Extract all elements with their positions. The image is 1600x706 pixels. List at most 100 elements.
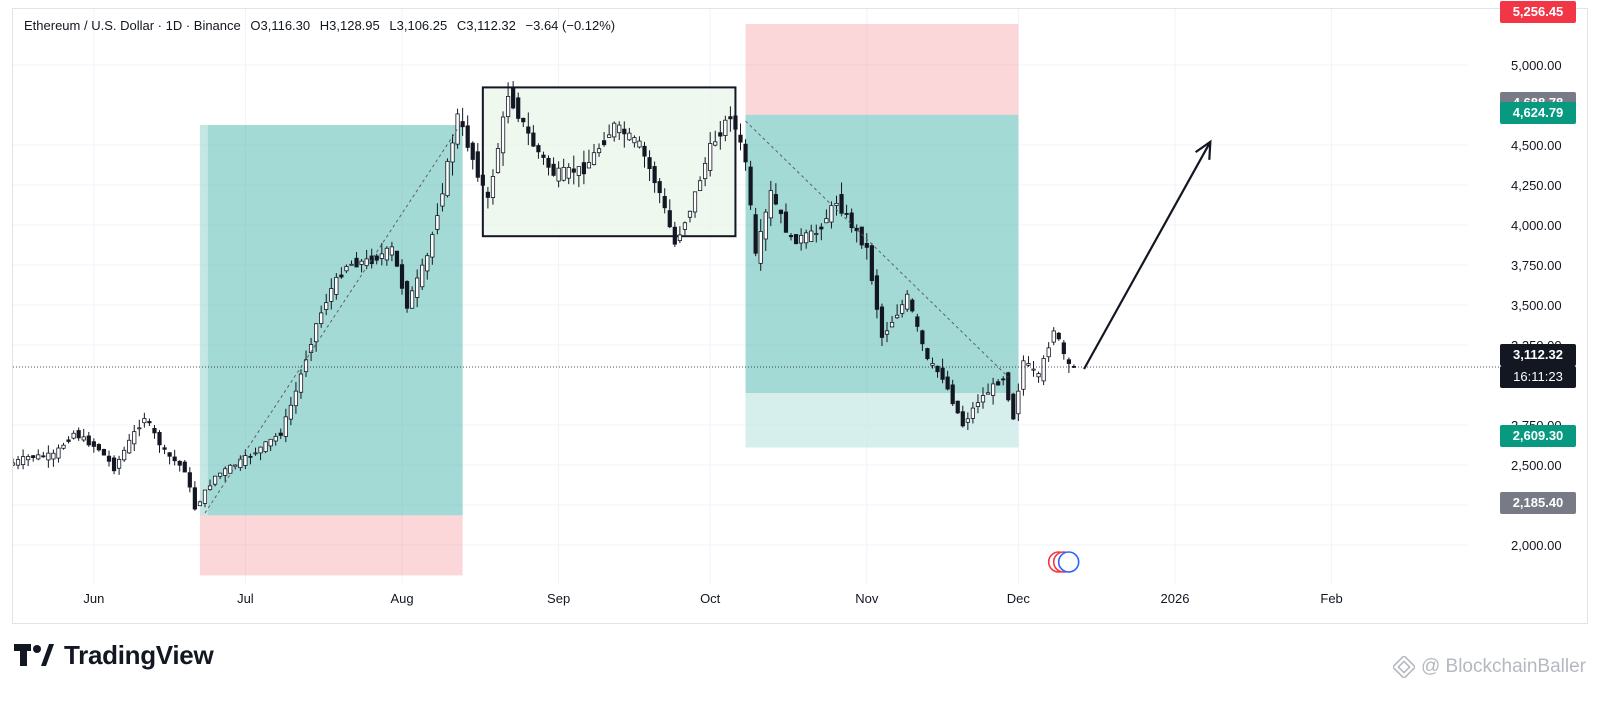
candle-down — [369, 255, 374, 265]
candle-up — [723, 119, 728, 136]
candle-up — [596, 148, 602, 154]
candle-up — [298, 373, 304, 393]
candle-up — [415, 277, 420, 298]
candle-down — [778, 209, 784, 215]
zone-short-stop — [745, 23, 1019, 115]
candle-up — [677, 234, 682, 241]
candle-up — [142, 418, 147, 424]
candle-up — [51, 452, 56, 460]
candle-down — [404, 281, 410, 309]
candle-down — [278, 432, 283, 436]
candle-up — [834, 202, 839, 206]
candle-up — [561, 166, 566, 181]
candle-up — [500, 116, 506, 154]
y-tick-label: 2,500.00 — [1511, 458, 1562, 473]
x-tick-label: Jun — [83, 591, 104, 606]
candle-down — [66, 439, 71, 442]
candle-up — [889, 322, 895, 328]
candle-down — [536, 145, 541, 153]
candle-down — [733, 115, 738, 130]
candle-up — [81, 436, 86, 441]
candle-up — [1016, 390, 1021, 415]
candle-down — [485, 191, 490, 198]
candle-up — [1036, 373, 1041, 378]
candle-down — [187, 472, 192, 488]
legend-open: O3,116.30 — [250, 18, 311, 33]
candle-up — [1041, 358, 1046, 382]
price-chart[interactable]: 2,000.002,250.002,500.002,750.003,250.00… — [13, 9, 1589, 625]
candle-down — [1011, 393, 1016, 420]
candle-up — [985, 392, 991, 395]
candle-down — [601, 140, 607, 146]
candle-down — [743, 143, 748, 163]
candle-up — [763, 211, 768, 240]
candle-up — [288, 404, 293, 420]
countdown-label: 16:11:23 — [1500, 366, 1576, 389]
candle-up — [223, 468, 228, 476]
candle-down — [647, 157, 652, 170]
projection-arrow-head — [1194, 139, 1212, 160]
candle-up — [202, 489, 208, 504]
candle-up — [682, 222, 688, 230]
candle-down — [106, 455, 112, 462]
candle-down — [541, 154, 546, 158]
candle-down — [152, 428, 157, 434]
candle-down — [869, 245, 874, 281]
candle-up — [273, 435, 278, 442]
candle-down — [940, 367, 945, 380]
candle-up — [263, 441, 268, 452]
candle-down — [738, 134, 743, 143]
candle-down — [546, 157, 551, 168]
candle-up — [283, 416, 288, 437]
legend-high: H3,128.95 — [319, 18, 380, 33]
candle-down — [475, 151, 480, 178]
candle-up — [627, 132, 632, 141]
candle-down — [960, 411, 965, 427]
tradingview-logo[interactable]: TradingView — [14, 640, 214, 670]
candle-up — [425, 255, 430, 272]
candle-up — [970, 407, 975, 419]
candle-down — [915, 316, 920, 327]
y-tick-label: 4,000.00 — [1511, 218, 1562, 233]
y-tick-label: 3,500.00 — [1511, 298, 1562, 313]
candle-up — [900, 304, 905, 314]
candle-up — [1026, 363, 1031, 366]
candle-up — [293, 390, 299, 407]
candle-up — [329, 288, 334, 302]
candle-up — [440, 193, 445, 207]
projection-arrow-line — [1083, 141, 1212, 370]
candle-up — [809, 230, 814, 242]
candle-up — [430, 234, 435, 258]
candle-down — [41, 455, 46, 458]
candle-up — [36, 454, 41, 460]
candle-down — [157, 432, 162, 446]
candle-up — [303, 359, 309, 373]
x-tick-label: Nov — [855, 591, 879, 606]
event-badge-icon — [1057, 551, 1080, 573]
candle-up — [713, 141, 718, 146]
candle-up — [435, 215, 440, 230]
candle-down — [1056, 332, 1061, 340]
candle-up — [617, 124, 622, 134]
candle-up — [576, 166, 581, 176]
candle-down — [662, 196, 667, 209]
candle-down — [950, 384, 955, 405]
candle-down — [182, 461, 187, 473]
watermark-text: @ BlockchainBaller — [1420, 656, 1586, 677]
candle-up — [137, 427, 142, 430]
candle-up — [71, 432, 76, 439]
candle-down — [470, 142, 475, 160]
consolidation-box — [481, 86, 737, 238]
candle-down — [788, 235, 794, 238]
x-tick-label: Jul — [237, 591, 254, 606]
candle-up — [895, 314, 900, 319]
candle-down — [521, 117, 526, 123]
tradingview-logo-icon — [14, 644, 54, 666]
y-tick-label: 5,000.00 — [1511, 58, 1562, 73]
candle-down — [339, 274, 344, 278]
candle-down — [460, 121, 465, 128]
candle-up — [703, 162, 708, 180]
candle-up — [334, 276, 339, 295]
price-label: 4,624.79 — [1500, 102, 1576, 125]
candle-down — [354, 257, 359, 268]
